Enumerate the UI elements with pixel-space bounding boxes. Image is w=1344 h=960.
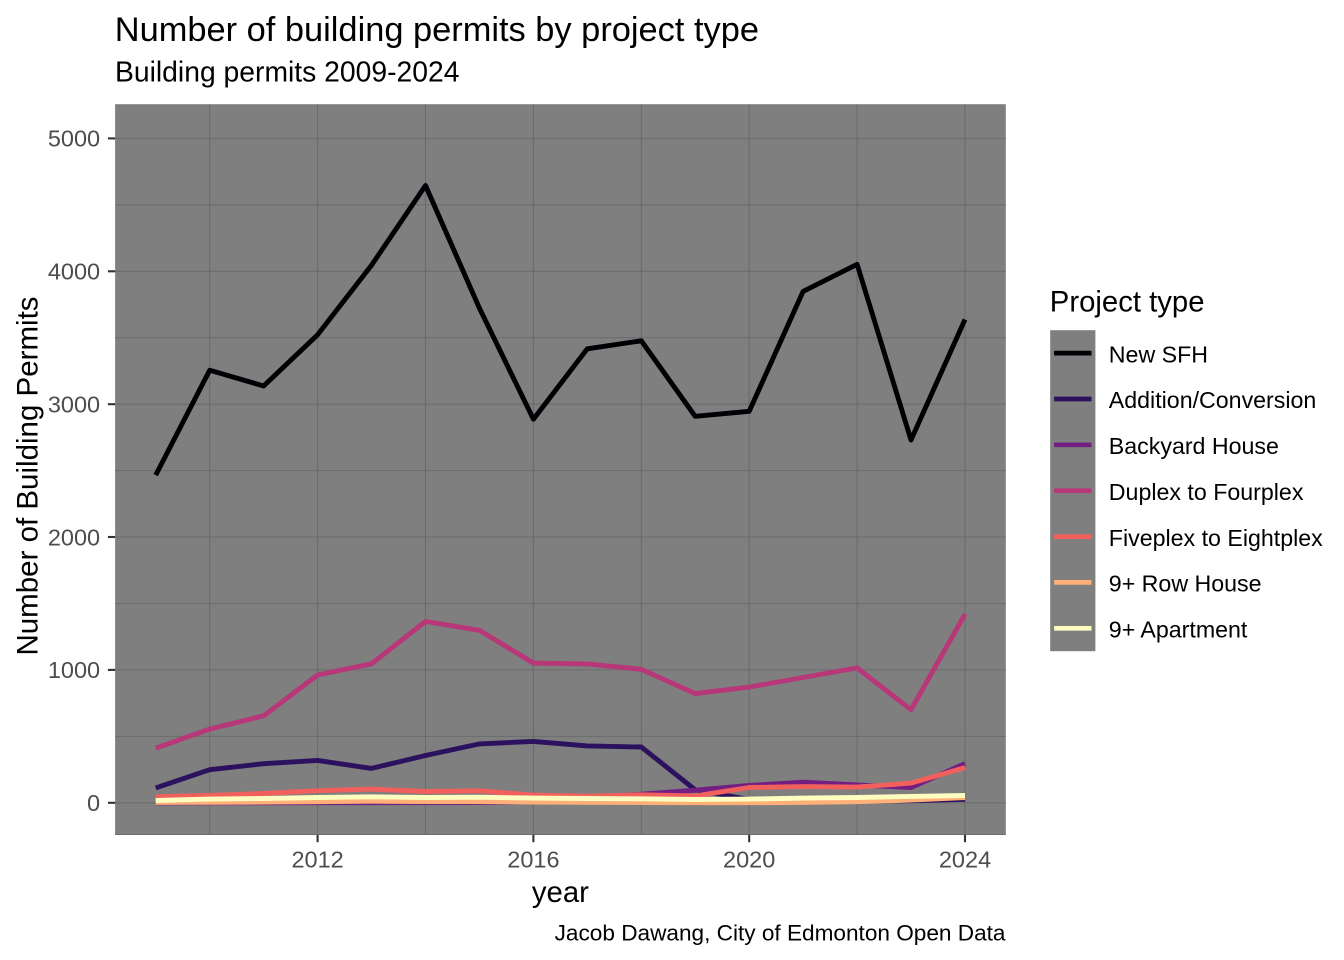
svg-text:3000: 3000	[48, 392, 100, 418]
svg-text:9+ Apartment: 9+ Apartment	[1109, 617, 1248, 643]
svg-text:Jacob Dawang, City of Edmonton: Jacob Dawang, City of Edmonton Open Data	[555, 921, 1006, 946]
svg-text:2016: 2016	[507, 847, 559, 873]
svg-text:2024: 2024	[939, 847, 991, 873]
svg-text:2000: 2000	[48, 524, 100, 550]
svg-text:5000: 5000	[48, 126, 100, 152]
svg-text:Building permits 2009-2024: Building permits 2009-2024	[115, 55, 460, 87]
svg-text:Duplex to Fourplex: Duplex to Fourplex	[1109, 479, 1304, 505]
svg-text:Number of Building Permits: Number of Building Permits	[12, 296, 45, 655]
svg-text:Addition/Conversion: Addition/Conversion	[1109, 387, 1317, 413]
svg-text:New SFH: New SFH	[1109, 341, 1208, 367]
svg-text:Fiveplex to Eightplex: Fiveplex to Eightplex	[1109, 525, 1323, 551]
svg-text:9+ Row House: 9+ Row House	[1109, 571, 1262, 597]
svg-text:2012: 2012	[291, 847, 343, 873]
svg-text:Backyard House: Backyard House	[1109, 433, 1279, 459]
svg-text:year: year	[532, 876, 589, 909]
svg-text:Project type: Project type	[1050, 286, 1205, 319]
svg-text:Number of building permits by: Number of building permits by project ty…	[115, 11, 759, 49]
svg-text:1000: 1000	[48, 657, 100, 683]
svg-text:2020: 2020	[723, 847, 775, 873]
svg-text:0: 0	[87, 790, 100, 816]
svg-text:4000: 4000	[48, 259, 100, 285]
